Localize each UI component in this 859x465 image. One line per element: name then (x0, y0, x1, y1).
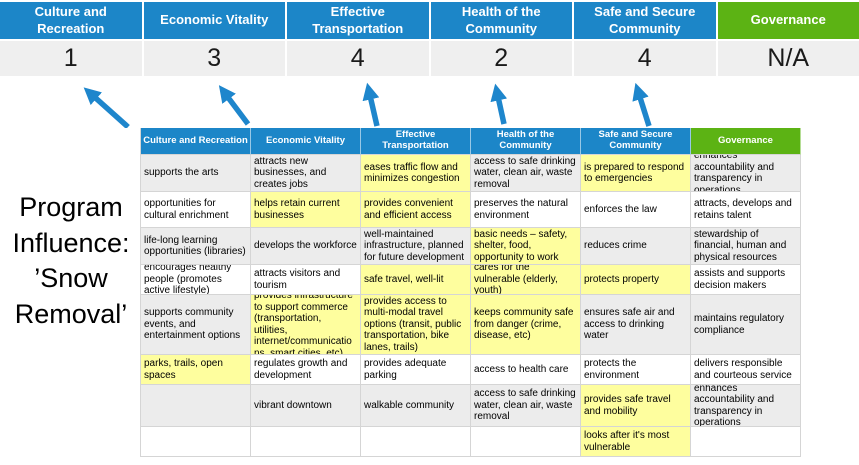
matrix-cell (141, 427, 251, 457)
matrix-cell: develops the workforce (251, 228, 361, 265)
matrix-cell: access to safe drinking water, clean air… (471, 155, 581, 192)
matrix-cell: enhances accountability and transparency… (691, 385, 801, 427)
priority-header: Health of the Community (430, 2, 572, 39)
priority-column-safety: Safe and Secure Community 4 (574, 2, 716, 76)
matrix-cell: regulates growth and development (251, 355, 361, 385)
matrix-cell (141, 385, 251, 427)
matrix-cell: walkable community (361, 385, 471, 427)
matrix-cell (471, 427, 581, 457)
matrix-header: Health of the Community (471, 128, 581, 155)
priority-header: Effective Transportation (287, 2, 429, 39)
matrix-cell: encourages healthy people (promotes acti… (141, 265, 251, 295)
matrix-cell: stewardship of financial, human and phys… (691, 228, 801, 265)
matrix-cell: life-long learning opportunities (librar… (141, 228, 251, 265)
matrix-cell: provides access to multi-modal travel op… (361, 295, 471, 355)
up-arrow-icon (362, 82, 380, 127)
matrix-cell: enforces the law (581, 192, 691, 228)
matrix-cell: ensures safe air and access to drinking … (581, 295, 691, 355)
matrix-cell: attracts visitors and tourism (251, 265, 361, 295)
matrix-cell: basic needs – safety, shelter, food, opp… (471, 228, 581, 265)
priority-header: Economic Vitality (143, 2, 285, 39)
matrix-cell: attracts new businesses, and creates job… (251, 155, 361, 192)
matrix-header: Governance (691, 128, 801, 155)
matrix-cell: assists and supports decision makers (691, 265, 801, 295)
priority-score: 3 (143, 41, 285, 76)
matrix-cell: eases traffic flow and minimizes congest… (361, 155, 471, 192)
matrix-cell: delivers responsible and courteous servi… (691, 355, 801, 385)
priority-column-governance: Governance N/A (717, 2, 859, 76)
matrix-header: Economic Vitality (251, 128, 361, 155)
matrix-cell: maintains regulatory compliance (691, 295, 801, 355)
priority-score: 2 (430, 41, 572, 76)
matrix-cell: vibrant downtown (251, 385, 361, 427)
matrix-cell: attracts, develops and retains talent (691, 192, 801, 228)
priority-column-health: Health of the Community 2 (430, 2, 572, 76)
matrix-cell: preserves the natural environment (471, 192, 581, 228)
matrix-cell: protects the environment (581, 355, 691, 385)
matrix-cell: helps retain current businesses (251, 192, 361, 228)
matrix-cell (361, 427, 471, 457)
priority-score: N/A (717, 41, 859, 76)
up-arrow-icon (218, 85, 251, 126)
title-line: Program (19, 192, 123, 222)
title-line: Removal’ (14, 298, 128, 329)
matrix-header: Culture and Recreation (141, 128, 251, 155)
matrix-cell (251, 427, 361, 457)
matrix-cell: access to safe drinking water, clean air… (471, 385, 581, 427)
matrix-cell: enhances accountability and transparency… (691, 155, 801, 192)
matrix-cell: parks, trails, open spaces (141, 355, 251, 385)
up-arrow-icon (83, 87, 130, 128)
priority-score: 1 (0, 41, 142, 76)
matrix-cell: provides adequate parking (361, 355, 471, 385)
matrix-cell: looks after it's most vulnerable (581, 427, 691, 457)
matrix-cell: provides infrastructure to support comme… (251, 295, 361, 355)
matrix-cell: provides convenient and efficient access (361, 192, 471, 228)
matrix-cell: is prepared to respond to emergencies (581, 155, 691, 192)
matrix-cell: provides safe travel and mobility (581, 385, 691, 427)
title-line: ’Snow (34, 263, 108, 294)
title-line: Influence: (12, 227, 130, 258)
matrix-cell: reduces crime (581, 228, 691, 265)
priority-summary-banner: Culture and Recreation 1 Economic Vitali… (0, 2, 859, 76)
up-arrow-icon (632, 82, 652, 127)
priority-column-transportation: Effective Transportation 4 (287, 2, 429, 76)
program-influence-title: Program Influence: ’Snow Removal’ (2, 190, 140, 333)
matrix-cell: safe travel, well-lit (361, 265, 471, 295)
matrix-cell: cares for the vulnerable (elderly, youth… (471, 265, 581, 295)
priority-column-economic: Economic Vitality 3 (143, 2, 285, 76)
matrix-cell: opportunities for cultural enrichment (141, 192, 251, 228)
matrix-header: Effective Transportation (361, 128, 471, 155)
matrix-cell (691, 427, 801, 457)
matrix-cell: access to health care (471, 355, 581, 385)
priority-score: 4 (287, 41, 429, 76)
up-arrow-icon (490, 83, 508, 125)
influence-matrix-table: Culture and Recreation Economic Vitality E… (140, 128, 801, 457)
priority-header: Culture and Recreation (0, 2, 142, 39)
priority-column-culture: Culture and Recreation 1 (0, 2, 142, 76)
matrix-cell: supports the arts (141, 155, 251, 192)
arrows-layer (83, 82, 652, 128)
matrix-cell: well-maintained infrastructure, planned … (361, 228, 471, 265)
matrix-header: Safe and Secure Community (581, 128, 691, 155)
priority-header: Safe and Secure Community (574, 2, 716, 39)
matrix-cell: supports community events, and entertain… (141, 295, 251, 355)
priority-header: Governance (717, 2, 859, 39)
priority-score: 4 (574, 41, 716, 76)
matrix-cell: keeps community safe from danger (crime,… (471, 295, 581, 355)
matrix-cell: protects property (581, 265, 691, 295)
